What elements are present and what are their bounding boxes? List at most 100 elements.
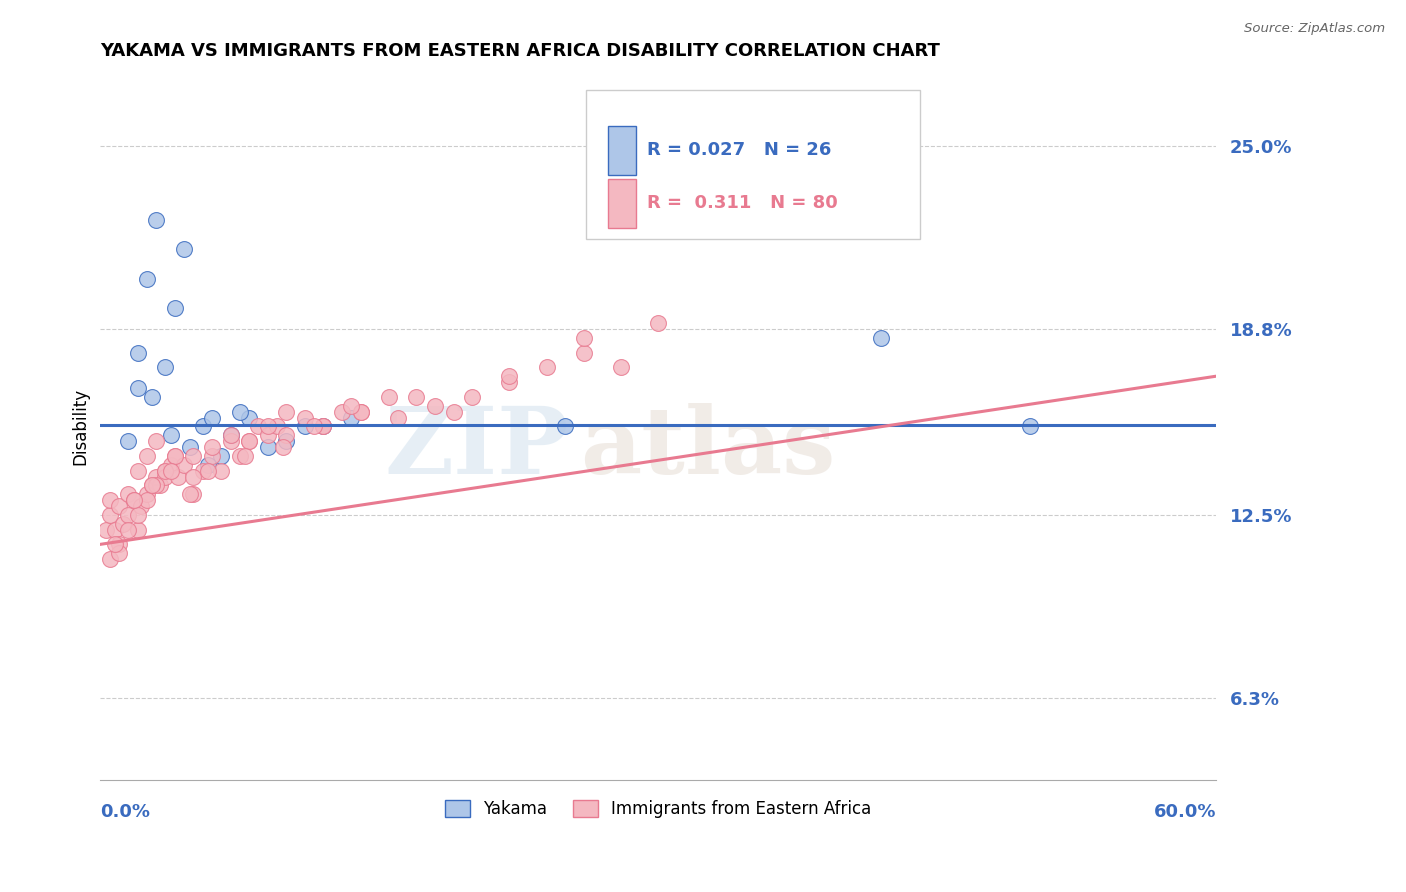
- Point: [209, 464, 232, 478]
- Point: [229, 449, 252, 463]
- Point: [330, 404, 353, 418]
- Point: [94, 523, 117, 537]
- Point: [173, 243, 195, 257]
- Point: [122, 493, 145, 508]
- Point: [145, 213, 167, 227]
- Point: [108, 537, 131, 551]
- Point: [129, 499, 152, 513]
- Point: [104, 537, 127, 551]
- Text: 60.0%: 60.0%: [1153, 803, 1216, 821]
- Point: [276, 428, 298, 442]
- Point: [145, 469, 167, 483]
- Point: [135, 493, 157, 508]
- Point: [108, 499, 131, 513]
- Point: [209, 449, 232, 463]
- Point: [312, 419, 335, 434]
- Point: [235, 449, 257, 463]
- Point: [108, 546, 131, 560]
- Point: [145, 478, 167, 492]
- Text: ZIP: ZIP: [385, 402, 569, 492]
- Point: [572, 345, 595, 359]
- Point: [98, 552, 121, 566]
- Point: [870, 331, 893, 345]
- Point: [423, 399, 446, 413]
- Point: [141, 478, 163, 492]
- Point: [173, 458, 195, 472]
- Point: [127, 508, 149, 522]
- Legend: Yakama, Immigrants from Eastern Africa: Yakama, Immigrants from Eastern Africa: [439, 794, 877, 825]
- Point: [201, 440, 224, 454]
- Point: [135, 487, 157, 501]
- Point: [610, 360, 633, 375]
- Point: [498, 369, 520, 384]
- Point: [163, 301, 186, 316]
- Point: [149, 478, 172, 492]
- Text: 0.0%: 0.0%: [100, 803, 150, 821]
- Point: [117, 508, 139, 522]
- Y-axis label: Disability: Disability: [72, 388, 89, 465]
- Point: [179, 487, 201, 501]
- Text: R =  0.311   N = 80: R = 0.311 N = 80: [647, 194, 838, 212]
- Point: [155, 464, 177, 478]
- Point: [377, 390, 399, 404]
- Point: [256, 440, 278, 454]
- Point: [155, 469, 177, 483]
- FancyBboxPatch shape: [607, 178, 636, 228]
- Point: [98, 508, 121, 522]
- Point: [229, 404, 252, 418]
- Point: [647, 316, 669, 330]
- Point: [536, 360, 558, 375]
- Point: [201, 449, 224, 463]
- Point: [387, 410, 409, 425]
- FancyBboxPatch shape: [607, 126, 636, 175]
- Point: [276, 404, 298, 418]
- Text: YAKAMA VS IMMIGRANTS FROM EASTERN AFRICA DISABILITY CORRELATION CHART: YAKAMA VS IMMIGRANTS FROM EASTERN AFRICA…: [100, 42, 941, 60]
- Point: [122, 493, 145, 508]
- Point: [127, 381, 149, 395]
- Point: [179, 440, 201, 454]
- Point: [201, 410, 224, 425]
- Point: [219, 428, 242, 442]
- Point: [160, 428, 183, 442]
- Point: [117, 434, 139, 449]
- Text: R = 0.027   N = 26: R = 0.027 N = 26: [647, 141, 831, 160]
- Point: [160, 458, 183, 472]
- Point: [127, 464, 149, 478]
- Point: [340, 410, 363, 425]
- Point: [294, 419, 316, 434]
- Point: [135, 272, 157, 286]
- FancyBboxPatch shape: [586, 90, 921, 239]
- Point: [197, 464, 219, 478]
- Point: [276, 434, 298, 449]
- Point: [155, 464, 177, 478]
- Point: [127, 523, 149, 537]
- Point: [266, 419, 288, 434]
- Point: [219, 434, 242, 449]
- Point: [135, 449, 157, 463]
- Point: [167, 469, 190, 483]
- Point: [238, 434, 260, 449]
- Point: [294, 410, 316, 425]
- Point: [247, 419, 270, 434]
- Text: atlas: atlas: [581, 402, 835, 492]
- Point: [498, 375, 520, 389]
- Point: [145, 434, 167, 449]
- Point: [256, 419, 278, 434]
- Point: [163, 449, 186, 463]
- Point: [111, 516, 134, 531]
- Point: [572, 331, 595, 345]
- Point: [1019, 419, 1042, 434]
- Point: [238, 434, 260, 449]
- Point: [191, 464, 214, 478]
- Point: [98, 493, 121, 508]
- Point: [181, 469, 204, 483]
- Point: [443, 404, 465, 418]
- Point: [238, 410, 260, 425]
- Point: [219, 428, 242, 442]
- Point: [104, 523, 127, 537]
- Point: [256, 428, 278, 442]
- Point: [197, 458, 219, 472]
- Point: [117, 487, 139, 501]
- Point: [340, 399, 363, 413]
- Point: [554, 419, 576, 434]
